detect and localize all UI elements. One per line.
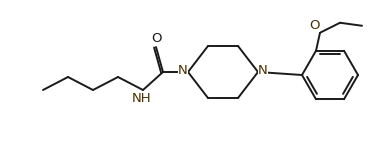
Text: O: O: [152, 33, 162, 45]
Text: N: N: [178, 64, 188, 78]
Text: N: N: [258, 64, 268, 78]
Text: NH: NH: [132, 92, 152, 105]
Text: O: O: [310, 19, 320, 32]
